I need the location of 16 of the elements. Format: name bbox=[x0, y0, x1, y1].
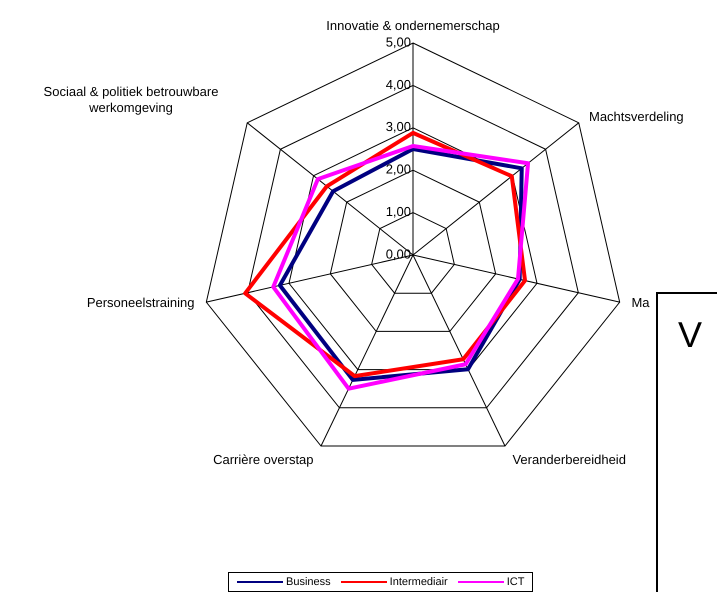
spoke-label: Ma bbox=[631, 295, 650, 310]
y-tick-label: 4,00 bbox=[386, 76, 411, 92]
spoke-label: Machtsverdeling bbox=[589, 109, 684, 124]
spoke-label: Personeelstraining bbox=[86, 295, 195, 310]
spoke-label: Carrière overstap bbox=[213, 452, 314, 468]
panel-frame: V bbox=[656, 292, 717, 592]
spoke-label: Sociaal & politiek betrouwbare werkomgeving bbox=[44, 84, 218, 115]
y-tick-label: 3,00 bbox=[386, 119, 411, 134]
spoke-label: Veranderbereidheid bbox=[512, 452, 626, 468]
y-tick-label: 1,00 bbox=[386, 204, 411, 220]
y-tick-label: 5,00 bbox=[386, 34, 411, 50]
legend-label: Intermediair bbox=[390, 576, 448, 588]
legend-label: ICT bbox=[506, 576, 524, 588]
spoke-label: Innovatie & ondernemerschap bbox=[326, 18, 500, 34]
legend-label: Business bbox=[286, 576, 331, 588]
y-tick-label: 2,00 bbox=[386, 162, 411, 177]
